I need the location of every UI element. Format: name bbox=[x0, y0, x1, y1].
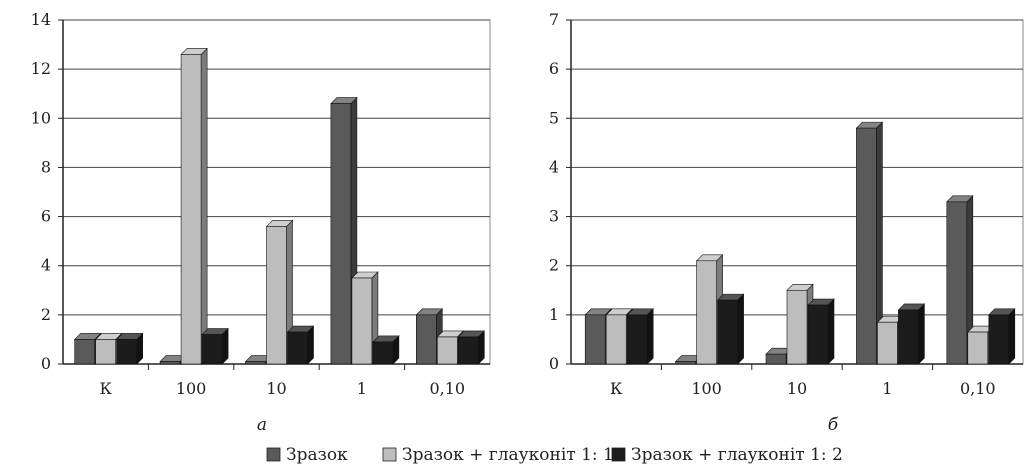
bar-front bbox=[116, 339, 137, 365]
bar-a-2-1 bbox=[201, 327, 229, 365]
bar-front bbox=[245, 361, 266, 365]
bar-front bbox=[765, 353, 787, 365]
x-tick-label-b: 0,10 bbox=[960, 379, 996, 398]
x-tick-label-b: К bbox=[610, 379, 623, 398]
bar-front bbox=[946, 201, 968, 365]
y-tick-label-b: 4 bbox=[549, 157, 559, 176]
x-tick-label-a: К bbox=[100, 379, 113, 398]
y-tick-label-b: 7 bbox=[549, 10, 559, 29]
y-tick-label-a: 14 bbox=[31, 10, 51, 29]
y-tick-label-b: 1 bbox=[549, 305, 559, 324]
bar-side bbox=[918, 303, 925, 365]
bar-front bbox=[877, 321, 898, 365]
chart-panel-a: 0 2 4 6 8 10 12 14 К 100 10 1 0,10 а bbox=[31, 10, 491, 435]
x-tick-label-a: 100 bbox=[176, 379, 207, 398]
bar-b-0-4 bbox=[946, 195, 974, 365]
bar-side bbox=[1008, 308, 1016, 365]
bar-front bbox=[807, 304, 829, 365]
bar-front bbox=[266, 226, 287, 365]
x-tick-label-a: 0,10 bbox=[429, 379, 465, 398]
bar-front bbox=[457, 336, 479, 365]
legend-swatch-glauconite-1-2 bbox=[611, 447, 626, 462]
bar-front bbox=[626, 314, 648, 365]
bar-side bbox=[646, 308, 654, 365]
x-tick-label-a: 1 bbox=[357, 379, 367, 398]
y-tick-label-a: 2 bbox=[41, 305, 51, 324]
legend-label-glauconite-1-1: Зразок + глауконіт 1: 1 bbox=[402, 445, 614, 465]
bar-front bbox=[988, 314, 1010, 365]
y-tick-label-b: 3 bbox=[549, 207, 559, 226]
y-tick-label-a: 4 bbox=[41, 256, 51, 275]
bar-front bbox=[95, 339, 116, 365]
legend-swatch-sample bbox=[266, 447, 281, 462]
bar-a-1-1 bbox=[180, 47, 208, 365]
bar-front bbox=[330, 103, 352, 365]
bar-a-0-0 bbox=[73, 332, 102, 365]
chart-panel-b: 0 1 2 3 4 5 6 7 К 100 10 1 0,10 б bbox=[549, 10, 1024, 435]
bar-b-2-4 bbox=[988, 308, 1016, 365]
bar-front bbox=[159, 361, 181, 365]
y-tick-label-a: 6 bbox=[41, 207, 51, 226]
y-tick-label-b: 6 bbox=[549, 59, 559, 78]
bar-front bbox=[180, 54, 202, 365]
bar-front bbox=[351, 277, 373, 365]
bar-front bbox=[584, 314, 606, 365]
bar-front bbox=[898, 309, 919, 365]
bar-front bbox=[605, 314, 627, 365]
bar-a-2-3 bbox=[372, 335, 400, 365]
bar-side bbox=[200, 47, 208, 365]
y-tick-label-b: 0 bbox=[549, 354, 559, 373]
bar-a-2-4 bbox=[457, 330, 486, 365]
bar-b-2-2 bbox=[807, 298, 835, 365]
y-tick-label-b: 5 bbox=[549, 108, 559, 127]
y-tick-label-a: 8 bbox=[41, 157, 51, 176]
bar-b-2-0 bbox=[626, 308, 654, 365]
bar-front bbox=[287, 331, 308, 365]
panel-label-b: б bbox=[828, 415, 839, 435]
bar-front bbox=[675, 361, 696, 365]
x-tick-label-a: 10 bbox=[266, 379, 286, 398]
bar-front bbox=[856, 127, 877, 365]
bar-front bbox=[696, 260, 717, 365]
bar-b-0-1 bbox=[674, 354, 703, 365]
panel-label-a: а bbox=[257, 415, 267, 435]
y-tick-label-a: 0 bbox=[41, 354, 51, 373]
y-tick-label-a: 10 bbox=[31, 108, 51, 127]
legend-item-glauconite-1-2: Зразок + глауконіт 1: 2 bbox=[611, 445, 843, 465]
bar-front bbox=[436, 336, 458, 365]
legend-swatch-glauconite-1-1 bbox=[382, 447, 397, 462]
bar-front bbox=[717, 299, 738, 365]
legend-item-sample: Зразок bbox=[266, 445, 348, 465]
bar-front bbox=[415, 314, 437, 365]
x-tick-label-b: 100 bbox=[691, 379, 722, 398]
legend: Зразок Зразок + глауконіт 1: 1 Зразок + … bbox=[266, 445, 843, 465]
bar-side bbox=[827, 298, 835, 365]
bar-a-2-0 bbox=[115, 332, 144, 365]
bar-front bbox=[201, 334, 223, 365]
x-tick-label-b: 1 bbox=[882, 379, 892, 398]
bar-b-2-1 bbox=[716, 293, 745, 365]
bar-side bbox=[737, 293, 744, 365]
bar-front bbox=[74, 339, 95, 365]
legend-label-sample: Зразок bbox=[286, 445, 348, 465]
bar-a-1-2 bbox=[265, 219, 294, 365]
bar-front bbox=[967, 331, 989, 365]
legend-item-glauconite-1-1: Зразок + глауконіт 1: 1 bbox=[382, 445, 614, 465]
y-tick-label-b: 2 bbox=[549, 256, 559, 275]
x-tick-label-b: 10 bbox=[787, 379, 807, 398]
y-tick-label-a: 12 bbox=[31, 59, 51, 78]
bar-side bbox=[307, 325, 314, 365]
bar-a-2-2 bbox=[286, 325, 315, 365]
bar-front bbox=[786, 289, 808, 365]
legend-label-glauconite-1-2: Зразок + глауконіт 1: 2 bbox=[631, 445, 843, 465]
bar-b-2-3 bbox=[897, 303, 926, 365]
bar-front bbox=[372, 341, 394, 365]
